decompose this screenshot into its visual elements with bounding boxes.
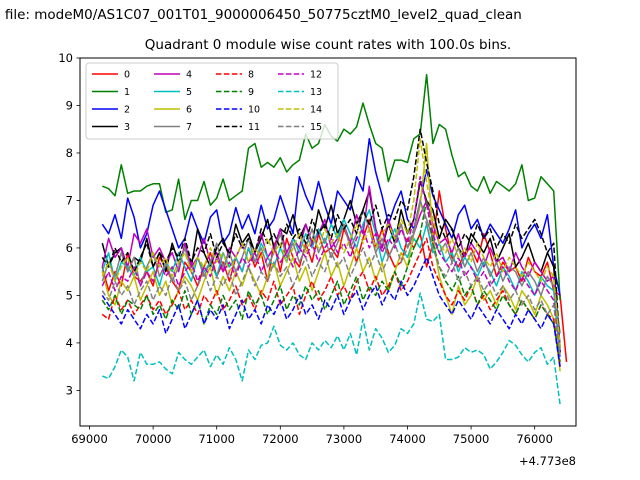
legend-entry-5: 5 xyxy=(154,87,192,98)
legend-label: 14 xyxy=(310,105,322,116)
legend-label: 2 xyxy=(124,105,130,116)
y-tick-label: 6 xyxy=(66,241,73,255)
y-tick-label: 10 xyxy=(58,51,73,65)
series-line-5 xyxy=(101,209,561,358)
series-line-10 xyxy=(101,256,561,367)
series-line-15 xyxy=(101,199,561,358)
y-tick-label: 9 xyxy=(66,98,73,112)
legend-label: 9 xyxy=(248,87,254,98)
x-axis: 69000 70000 71000 72000 73000 74000 75000 76000 xyxy=(71,426,553,446)
legend-entry-14: 14 xyxy=(278,105,322,116)
legend-label: 1 xyxy=(124,87,130,98)
x-tick-label: 76000 xyxy=(516,432,553,446)
legend-box xyxy=(85,62,339,140)
legend-entry-15: 15 xyxy=(278,122,322,133)
plot-area: 69000 70000 71000 72000 73000 74000 75000 76000… xyxy=(58,51,577,446)
x-tick-label: 72000 xyxy=(262,432,299,446)
legend-entry-9: 9 xyxy=(216,87,254,98)
x-tick-label: 69000 xyxy=(71,432,108,446)
legend-entry-0: 0 xyxy=(92,70,130,81)
y-tick-label: 8 xyxy=(66,146,73,160)
legend-entry-13: 13 xyxy=(278,87,322,98)
x-tick-label: 71000 xyxy=(198,432,235,446)
series-line-14 xyxy=(101,137,561,348)
legend-entry-1: 1 xyxy=(92,87,130,98)
legend-entry-2: 2 xyxy=(92,105,130,116)
legend-label: 11 xyxy=(248,122,260,133)
y-axis: 3 4 5 6 7 8 9 10 xyxy=(58,51,80,397)
legend-entry-7: 7 xyxy=(154,122,192,133)
x-tick-label: 74000 xyxy=(389,432,426,446)
legend-entry-6: 6 xyxy=(154,105,192,116)
figure-suptitle: n file: modeM0/AS1C07_001T01_9000006450_… xyxy=(0,7,522,23)
legend-label: 12 xyxy=(310,70,322,81)
legend-entry-3: 3 xyxy=(92,122,130,133)
y-tick-label: 5 xyxy=(66,288,73,302)
legend-label: 6 xyxy=(186,105,192,116)
y-tick-label: 7 xyxy=(66,193,73,207)
series-line-8 xyxy=(101,237,561,367)
legend-label: 10 xyxy=(248,105,260,116)
legend-entry-12: 12 xyxy=(278,70,322,81)
x-tick-label: 73000 xyxy=(326,432,363,446)
series-line-4 xyxy=(101,185,561,353)
legend-label: 0 xyxy=(124,70,130,81)
legend-label: 3 xyxy=(124,122,130,133)
legend-label: 15 xyxy=(310,122,322,133)
legend-entry-11: 11 xyxy=(216,122,260,133)
series-line-12 xyxy=(101,175,561,358)
legend-entry-8: 8 xyxy=(216,70,254,81)
legend-label: 8 xyxy=(248,70,254,81)
x-tick-label: 70000 xyxy=(135,432,172,446)
legend-label: 5 xyxy=(186,87,192,98)
y-tick-label: 3 xyxy=(66,383,73,397)
legend-label: 4 xyxy=(186,70,192,81)
y-tick-label: 4 xyxy=(66,336,73,350)
x-tick-label: 75000 xyxy=(453,432,490,446)
axes-frame xyxy=(79,57,577,427)
x-offset-label: +4.773e8 xyxy=(519,454,576,468)
series-line-13 xyxy=(102,292,561,405)
legend-label: 13 xyxy=(310,87,322,98)
chart-title: Quadrant 0 module wise count rates with … xyxy=(145,37,511,53)
legend-label: 7 xyxy=(186,122,192,133)
legend-entry-10: 10 xyxy=(216,105,260,116)
legend-entry-4: 4 xyxy=(154,70,192,81)
